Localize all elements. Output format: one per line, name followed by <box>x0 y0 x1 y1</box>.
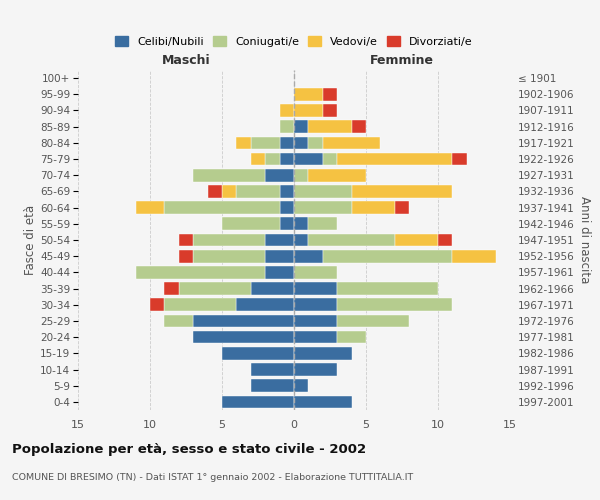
Bar <box>337 282 438 295</box>
Bar <box>251 136 280 149</box>
Bar <box>280 104 294 117</box>
Bar <box>308 136 323 149</box>
Bar <box>294 202 352 214</box>
Bar <box>265 266 294 278</box>
Bar <box>294 282 337 295</box>
Bar <box>179 282 251 295</box>
Bar <box>438 234 452 246</box>
Bar <box>294 152 323 166</box>
Bar <box>294 380 308 392</box>
Bar <box>222 396 294 408</box>
Bar <box>323 88 337 101</box>
Bar <box>352 120 366 133</box>
Bar <box>280 202 294 214</box>
Bar <box>280 218 294 230</box>
Bar <box>164 314 193 328</box>
Bar <box>236 298 294 311</box>
Bar <box>164 282 179 295</box>
Text: COMUNE DI BRESIMO (TN) - Dati ISTAT 1° gennaio 2002 - Elaborazione TUTTITALIA.IT: COMUNE DI BRESIMO (TN) - Dati ISTAT 1° g… <box>12 472 413 482</box>
Bar <box>308 169 366 181</box>
Bar <box>164 202 280 214</box>
Bar <box>136 266 265 278</box>
Bar <box>294 136 308 149</box>
Bar <box>308 234 395 246</box>
Text: Popolazione per età, sesso e stato civile - 2002: Popolazione per età, sesso e stato civil… <box>12 442 366 456</box>
Bar <box>294 234 308 246</box>
Bar <box>193 331 294 344</box>
Bar <box>265 234 294 246</box>
Bar <box>308 218 337 230</box>
Bar <box>280 185 294 198</box>
Bar <box>236 185 280 198</box>
Bar <box>294 88 323 101</box>
Bar <box>222 347 294 360</box>
Text: Maschi: Maschi <box>161 54 211 67</box>
Bar <box>251 282 294 295</box>
Bar <box>251 363 294 376</box>
Bar <box>251 152 265 166</box>
Bar <box>395 234 438 246</box>
Bar <box>294 347 352 360</box>
Bar <box>337 314 409 328</box>
Bar <box>294 314 337 328</box>
Y-axis label: Fasce di età: Fasce di età <box>25 205 37 275</box>
Bar <box>294 218 308 230</box>
Bar <box>265 250 294 262</box>
Bar <box>193 314 294 328</box>
Bar <box>452 152 467 166</box>
Bar <box>265 169 294 181</box>
Bar <box>294 266 337 278</box>
Bar <box>179 234 193 246</box>
Bar <box>294 331 337 344</box>
Bar <box>452 250 496 262</box>
Bar <box>323 250 452 262</box>
Bar <box>294 104 323 117</box>
Bar <box>150 298 164 311</box>
Bar <box>164 298 236 311</box>
Bar <box>193 169 265 181</box>
Bar <box>193 250 265 262</box>
Text: Femmine: Femmine <box>370 54 434 67</box>
Bar <box>179 250 193 262</box>
Bar <box>294 298 337 311</box>
Bar <box>208 185 222 198</box>
Bar <box>395 202 409 214</box>
Bar <box>294 169 308 181</box>
Bar <box>294 250 323 262</box>
Bar <box>294 363 337 376</box>
Legend: Celibi/Nubili, Coniugati/e, Vedovi/e, Divorziati/e: Celibi/Nubili, Coniugati/e, Vedovi/e, Di… <box>111 32 477 51</box>
Bar <box>280 120 294 133</box>
Bar <box>265 152 280 166</box>
Bar <box>352 202 395 214</box>
Bar <box>222 185 236 198</box>
Bar <box>136 202 164 214</box>
Bar <box>308 120 352 133</box>
Bar <box>280 152 294 166</box>
Bar <box>294 396 352 408</box>
Bar <box>337 331 366 344</box>
Y-axis label: Anni di nascita: Anni di nascita <box>578 196 591 284</box>
Bar <box>251 380 294 392</box>
Bar <box>323 136 380 149</box>
Bar <box>294 120 308 133</box>
Bar <box>294 185 352 198</box>
Bar <box>337 298 452 311</box>
Bar <box>323 104 337 117</box>
Bar <box>280 136 294 149</box>
Bar <box>236 136 251 149</box>
Bar <box>222 218 280 230</box>
Bar <box>352 185 452 198</box>
Bar <box>193 234 265 246</box>
Bar <box>337 152 452 166</box>
Bar <box>323 152 337 166</box>
